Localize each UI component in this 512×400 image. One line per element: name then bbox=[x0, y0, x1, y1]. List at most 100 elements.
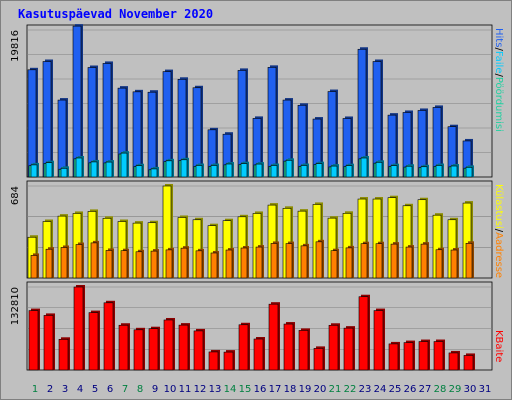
bar-files bbox=[420, 164, 429, 178]
bar-sites bbox=[105, 248, 114, 279]
bar-files bbox=[210, 163, 219, 178]
bar-hits bbox=[42, 59, 53, 178]
bar-hits bbox=[237, 68, 248, 178]
x-tick-label: 6 bbox=[107, 384, 113, 395]
x-tick-label: 31 bbox=[479, 384, 492, 395]
bar-files bbox=[180, 157, 189, 178]
bar-kbytes bbox=[193, 328, 205, 371]
bar-kbytes bbox=[343, 326, 355, 371]
bar-hits bbox=[27, 67, 38, 178]
bar-files bbox=[315, 161, 324, 178]
bar-hits bbox=[267, 65, 278, 178]
bar-kbytes bbox=[178, 323, 190, 371]
bar-files bbox=[75, 156, 84, 178]
bar-sites bbox=[180, 246, 189, 279]
legend-kbytes: KBaite bbox=[493, 330, 504, 362]
bar-files bbox=[360, 156, 369, 178]
bar-kbytes bbox=[118, 323, 130, 371]
bar-files bbox=[300, 163, 309, 178]
legend-pages: Pöördumisi bbox=[493, 77, 504, 132]
legend-separator: / bbox=[493, 47, 504, 51]
bar-kbytes bbox=[103, 300, 115, 371]
bar-kbytes bbox=[313, 346, 325, 371]
bar-files bbox=[405, 164, 414, 178]
x-tick-label: 24 bbox=[374, 384, 387, 395]
bar-files bbox=[240, 161, 249, 178]
chart-title: Kasutuspäevad November 2020 bbox=[18, 7, 214, 21]
legend-sites: Aadresse bbox=[493, 232, 504, 278]
bar-hits bbox=[192, 85, 203, 178]
x-tick-label: 15 bbox=[239, 384, 252, 395]
bar-files bbox=[465, 165, 474, 178]
bar-sites bbox=[255, 245, 264, 279]
bar-files bbox=[135, 163, 144, 178]
bar-kbytes bbox=[463, 353, 475, 371]
bar-sites bbox=[210, 250, 219, 279]
legend-bottom: KBaite bbox=[493, 330, 504, 362]
bar-kbytes bbox=[298, 328, 310, 371]
x-tick-label: 9 bbox=[152, 384, 158, 395]
x-tick-label: 20 bbox=[314, 384, 327, 395]
bar-kbytes bbox=[283, 322, 295, 371]
bar-sites bbox=[120, 248, 129, 279]
legend-visits: Külastusi bbox=[493, 184, 504, 229]
bar-kbytes bbox=[358, 294, 370, 371]
x-tick-label: 19 bbox=[299, 384, 312, 395]
legend-top: Hits/Faile/Pöördumisi bbox=[493, 28, 504, 132]
legend-files: Faile bbox=[493, 51, 504, 74]
bar-sites bbox=[240, 246, 249, 279]
bar-sites bbox=[360, 241, 369, 279]
x-tick-label: 27 bbox=[419, 384, 432, 395]
bar-kbytes bbox=[268, 302, 280, 371]
x-tick-label: 7 bbox=[122, 384, 128, 395]
bar-kbytes bbox=[148, 326, 160, 371]
bar-kbytes bbox=[73, 285, 85, 371]
bar-sites bbox=[390, 242, 399, 279]
x-tick-label: 13 bbox=[209, 384, 222, 395]
bar-kbytes bbox=[373, 308, 385, 371]
bar-hits bbox=[147, 90, 158, 178]
bar-files bbox=[375, 160, 384, 178]
y-tick-label: 132810 bbox=[10, 287, 21, 325]
bar-kbytes bbox=[403, 340, 415, 371]
bar-kbytes bbox=[433, 339, 445, 371]
x-tick-label: 18 bbox=[284, 384, 297, 395]
bar-files bbox=[450, 164, 459, 178]
bar-sites bbox=[300, 243, 309, 279]
x-tick-label: 26 bbox=[404, 384, 417, 395]
bar-kbytes bbox=[253, 337, 265, 371]
x-tick-label: 29 bbox=[449, 384, 462, 395]
x-tick-label: 14 bbox=[224, 384, 237, 395]
legend-middle: Külastusi/Aadresse bbox=[493, 184, 504, 278]
x-tick-label: 23 bbox=[359, 384, 372, 395]
x-tick-label: 17 bbox=[269, 384, 282, 395]
bar-kbytes bbox=[43, 313, 55, 371]
bar-sites bbox=[225, 248, 234, 279]
bar-files bbox=[225, 162, 234, 178]
bar-sites bbox=[330, 248, 339, 279]
bar-sites bbox=[45, 247, 54, 279]
bar-kbytes bbox=[88, 310, 100, 371]
x-tick-label: 8 bbox=[137, 384, 143, 395]
legend-separator: / bbox=[493, 229, 504, 233]
bar-files bbox=[120, 151, 129, 178]
x-tick-label: 22 bbox=[344, 384, 357, 395]
x-tick-label: 1 bbox=[32, 384, 38, 395]
bar-kbytes bbox=[208, 349, 220, 371]
bar-files bbox=[390, 163, 399, 178]
bar-sites bbox=[90, 240, 99, 279]
x-tick-label: 16 bbox=[254, 384, 267, 395]
bar-hits bbox=[102, 61, 113, 178]
bar-files bbox=[165, 158, 174, 178]
bar-files bbox=[150, 166, 159, 178]
bar-sites bbox=[270, 241, 279, 279]
bar-sites bbox=[435, 247, 444, 279]
x-tick-label: 12 bbox=[194, 384, 207, 395]
legend-separator: / bbox=[493, 73, 504, 77]
bar-sites bbox=[315, 239, 324, 279]
bar-sites bbox=[60, 245, 69, 279]
bar-files bbox=[195, 163, 204, 178]
x-tick-label: 21 bbox=[329, 384, 342, 395]
bar-kbytes bbox=[418, 339, 430, 371]
